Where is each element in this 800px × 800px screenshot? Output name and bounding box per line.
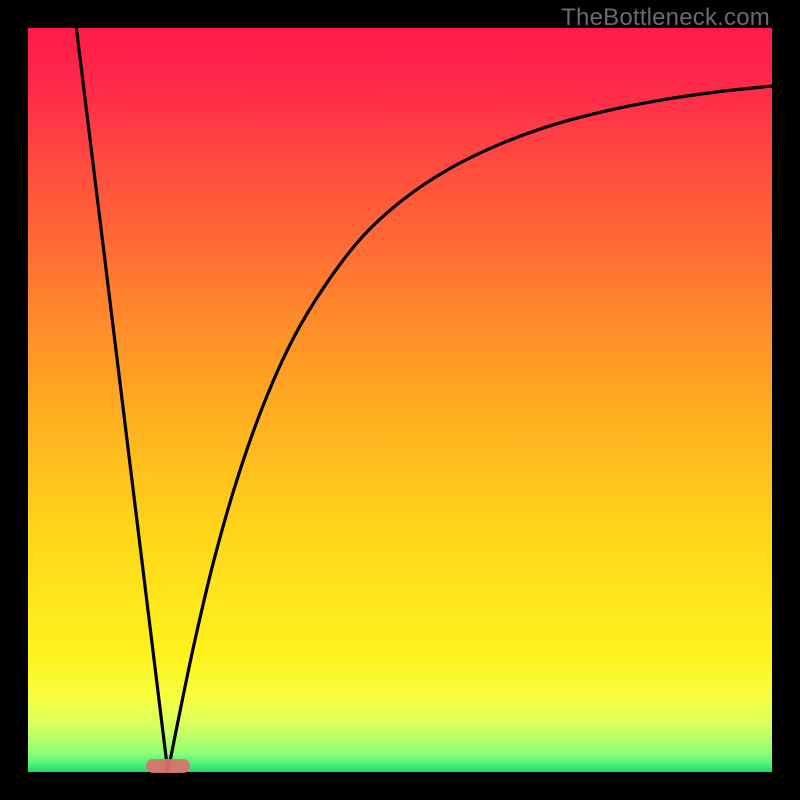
chart-frame: TheBottleneck.com [0,0,800,800]
watermark-text: TheBottleneck.com [561,4,770,32]
curve-right-branch [168,86,772,772]
curve-left-branch [76,28,168,772]
optimal-marker [146,759,190,773]
curve-layer [0,0,800,800]
